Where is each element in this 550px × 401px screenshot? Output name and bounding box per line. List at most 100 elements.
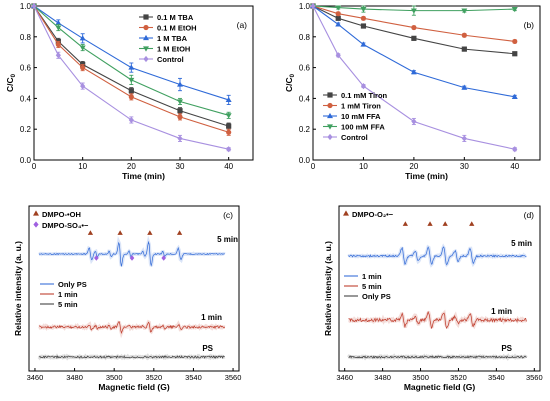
- y-tick-label: 0.8: [299, 33, 311, 42]
- plot-frame: [312, 5, 541, 161]
- series-trace-0: 5 min: [38, 235, 238, 267]
- data-point: [128, 77, 135, 84]
- data-point: [128, 64, 135, 70]
- series-1-m-etoh: [31, 3, 232, 119]
- series-100-mm-ffa: [310, 3, 518, 16]
- plot-frame: [338, 205, 541, 372]
- series-line: [312, 5, 515, 42]
- legend-label: Only PS: [362, 292, 391, 301]
- x-tick-label: 3500: [106, 373, 123, 382]
- legend-marker: [327, 102, 333, 109]
- x-tick-label: 3460: [336, 373, 353, 382]
- legend-marker: [143, 55, 149, 63]
- x-tick-label: 0: [32, 162, 37, 171]
- legend-marker: [143, 46, 149, 52]
- legend-marker: [327, 124, 333, 130]
- data-point: [55, 25, 62, 31]
- y-axis-title: Relative intensity (a. u.): [13, 241, 23, 336]
- x-tick-label: 10: [359, 162, 368, 171]
- y-tick-label: 0.4: [299, 94, 311, 103]
- y-tick-label: 0.2: [20, 125, 32, 134]
- series-trace-0: 5 min: [347, 239, 532, 268]
- legend-label: Control: [341, 133, 368, 142]
- x-axis-title: Magnetic field (G): [404, 382, 475, 392]
- y-tick-label: 0.2: [299, 125, 311, 134]
- data-point: [461, 84, 468, 90]
- peak-marker: [129, 255, 135, 261]
- legend-label: 0.1 mM Tiron: [341, 91, 388, 100]
- peak-marker: [94, 255, 99, 261]
- peak-marker: [117, 230, 123, 235]
- data-point: [512, 146, 518, 153]
- chart-panel-c: 3460 3480 3500 3520 3540 3560 Magnetic field (…: [13, 205, 241, 392]
- plot-frame: [33, 5, 254, 161]
- data-point: [79, 35, 86, 41]
- x-tick-label: 40: [224, 162, 233, 171]
- data-point: [411, 118, 417, 125]
- data-point: [177, 81, 183, 87]
- legend-label: 1 M TBA: [157, 34, 188, 43]
- series-1-mm-tiron: [310, 3, 518, 45]
- data-point: [512, 38, 518, 45]
- x-axis-title: Time (min): [122, 171, 165, 181]
- data-point: [335, 5, 342, 11]
- plot-frame: [28, 205, 240, 372]
- legend-label: 1 M EtOH: [157, 45, 190, 54]
- x-tick-label: 3460: [27, 373, 44, 382]
- data-point: [461, 32, 467, 38]
- legend-marker: [143, 24, 149, 31]
- x-tick-label: 30: [176, 162, 185, 171]
- x-tick-label: 3520: [145, 373, 162, 382]
- x-tick-label: 30: [460, 162, 469, 171]
- legend-marker: [143, 34, 149, 41]
- data-point: [177, 99, 183, 105]
- peak-marker: [147, 230, 153, 235]
- panel-label: (d): [524, 210, 535, 220]
- series-line: [33, 5, 229, 150]
- peak-marker: [469, 221, 475, 226]
- legend-label: 10 mM FFA: [341, 112, 381, 121]
- legend-label: 1 min: [362, 272, 382, 281]
- trace-line: [38, 240, 225, 267]
- chart-panel-b: 0 10 20 30 40 0.0 0.2 0.4 0.6 0.8 1.0 Time (min) C/C…: [284, 2, 541, 181]
- x-tick-label: 40: [510, 162, 519, 171]
- peak-marker: [442, 221, 448, 226]
- y-tick-label: 0.6: [20, 64, 32, 73]
- series-line: [33, 5, 229, 116]
- x-tick-label: 3500: [412, 373, 429, 382]
- series-trace-2: PS: [347, 344, 528, 361]
- data-point: [177, 135, 183, 142]
- y-tick-label: 0.8: [20, 33, 32, 42]
- data-point: [335, 52, 341, 59]
- data-point: [360, 15, 367, 21]
- series-line: [312, 5, 515, 55]
- series-line: [312, 5, 515, 12]
- data-point: [461, 8, 468, 14]
- legend-marker: [327, 92, 333, 98]
- series-line: [33, 5, 229, 133]
- trace-label: 1 min: [491, 307, 512, 316]
- data-point: [80, 65, 86, 71]
- annotation-label: DMPO-•OH: [42, 210, 81, 219]
- legend-label: 0.1 M TBA: [157, 13, 194, 22]
- trace-line: [38, 321, 226, 334]
- annotation-label: DMPO-SO₄•−: [42, 221, 89, 230]
- legend-marker: [143, 14, 149, 20]
- legend-label: 5 min: [58, 300, 78, 309]
- series-trace-2: PS: [37, 344, 226, 361]
- data-point: [512, 51, 518, 57]
- x-tick-label: 10: [78, 162, 87, 171]
- data-point: [225, 96, 232, 103]
- trace-label: 5 min: [511, 239, 532, 248]
- y-tick-label: 0.0: [20, 156, 32, 165]
- x-tick-label: 0: [311, 162, 316, 171]
- legend-label: Control: [157, 55, 184, 64]
- panel-label: (c): [223, 210, 233, 220]
- x-tick-label: 3540: [185, 373, 202, 382]
- peak-marker: [87, 230, 94, 235]
- annotation-marker: [343, 210, 349, 216]
- series-trace-1: 1 min: [38, 313, 226, 339]
- data-point: [55, 52, 61, 59]
